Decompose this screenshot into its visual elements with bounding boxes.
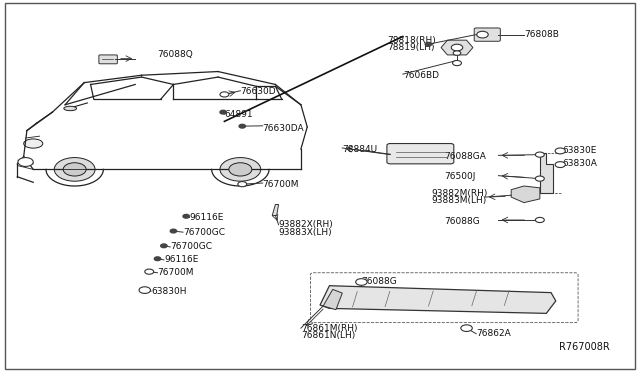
Circle shape	[145, 269, 154, 274]
Text: 96116E: 96116E	[189, 213, 224, 222]
Text: 76088Q: 76088Q	[157, 51, 193, 60]
Circle shape	[536, 152, 544, 157]
Text: 76700GC: 76700GC	[170, 243, 212, 251]
Polygon shape	[323, 289, 342, 310]
Circle shape	[451, 44, 463, 51]
Circle shape	[425, 42, 431, 46]
Text: 76700M: 76700M	[262, 180, 299, 189]
Circle shape	[239, 124, 246, 128]
Ellipse shape	[24, 139, 43, 148]
Circle shape	[220, 110, 227, 114]
Circle shape	[238, 182, 246, 187]
Circle shape	[356, 279, 367, 285]
Text: 76700GC: 76700GC	[183, 228, 225, 237]
Circle shape	[170, 229, 177, 233]
Circle shape	[536, 217, 544, 222]
Circle shape	[18, 158, 33, 166]
Circle shape	[453, 51, 461, 55]
Text: 76700M: 76700M	[157, 268, 194, 277]
Circle shape	[229, 163, 252, 176]
Text: 93883X(LH): 93883X(LH)	[278, 228, 332, 237]
Text: 78818(RH): 78818(RH)	[387, 36, 436, 45]
Circle shape	[220, 158, 260, 181]
Circle shape	[555, 161, 565, 167]
Circle shape	[555, 148, 565, 154]
Text: 78884U: 78884U	[342, 145, 378, 154]
Circle shape	[63, 163, 86, 176]
Text: 76861M(RH): 76861M(RH)	[301, 324, 357, 333]
Circle shape	[161, 244, 167, 248]
Text: 93882M(RH): 93882M(RH)	[431, 189, 488, 198]
Text: R767008R: R767008R	[559, 341, 610, 352]
Circle shape	[139, 287, 150, 294]
Text: 78819(LH): 78819(LH)	[387, 43, 435, 52]
Text: 93882X(RH): 93882X(RH)	[278, 220, 333, 229]
Polygon shape	[511, 186, 540, 203]
Circle shape	[54, 158, 95, 181]
Text: 76500J: 76500J	[444, 172, 476, 181]
Text: 76630DA: 76630DA	[262, 124, 304, 133]
FancyBboxPatch shape	[474, 28, 500, 41]
Text: 96116E: 96116E	[164, 255, 198, 264]
Text: 76630D: 76630D	[241, 87, 276, 96]
Polygon shape	[320, 286, 556, 313]
Text: 76861N(LH): 76861N(LH)	[301, 331, 355, 340]
Text: 7606BD: 7606BD	[403, 71, 439, 80]
Polygon shape	[540, 153, 552, 193]
Circle shape	[154, 257, 161, 260]
FancyBboxPatch shape	[99, 55, 117, 64]
Text: 76088GA: 76088GA	[444, 152, 486, 161]
Polygon shape	[441, 40, 473, 55]
Text: 76808B: 76808B	[524, 30, 559, 39]
Circle shape	[220, 92, 229, 97]
Text: 76088G: 76088G	[444, 217, 480, 225]
Circle shape	[536, 176, 544, 181]
Polygon shape	[272, 205, 278, 215]
Text: 76862A: 76862A	[476, 329, 511, 338]
Circle shape	[477, 31, 488, 38]
Text: 63830H: 63830H	[151, 287, 187, 296]
Circle shape	[461, 325, 472, 331]
Text: 76088G: 76088G	[362, 278, 397, 286]
Text: 93883M(LH): 93883M(LH)	[431, 196, 487, 205]
Circle shape	[452, 61, 461, 65]
Ellipse shape	[64, 106, 77, 111]
Text: 63830E: 63830E	[562, 147, 596, 155]
Text: 63830A: 63830A	[562, 159, 597, 169]
Circle shape	[183, 214, 189, 218]
FancyBboxPatch shape	[387, 144, 454, 164]
Text: 64891: 64891	[225, 109, 253, 119]
